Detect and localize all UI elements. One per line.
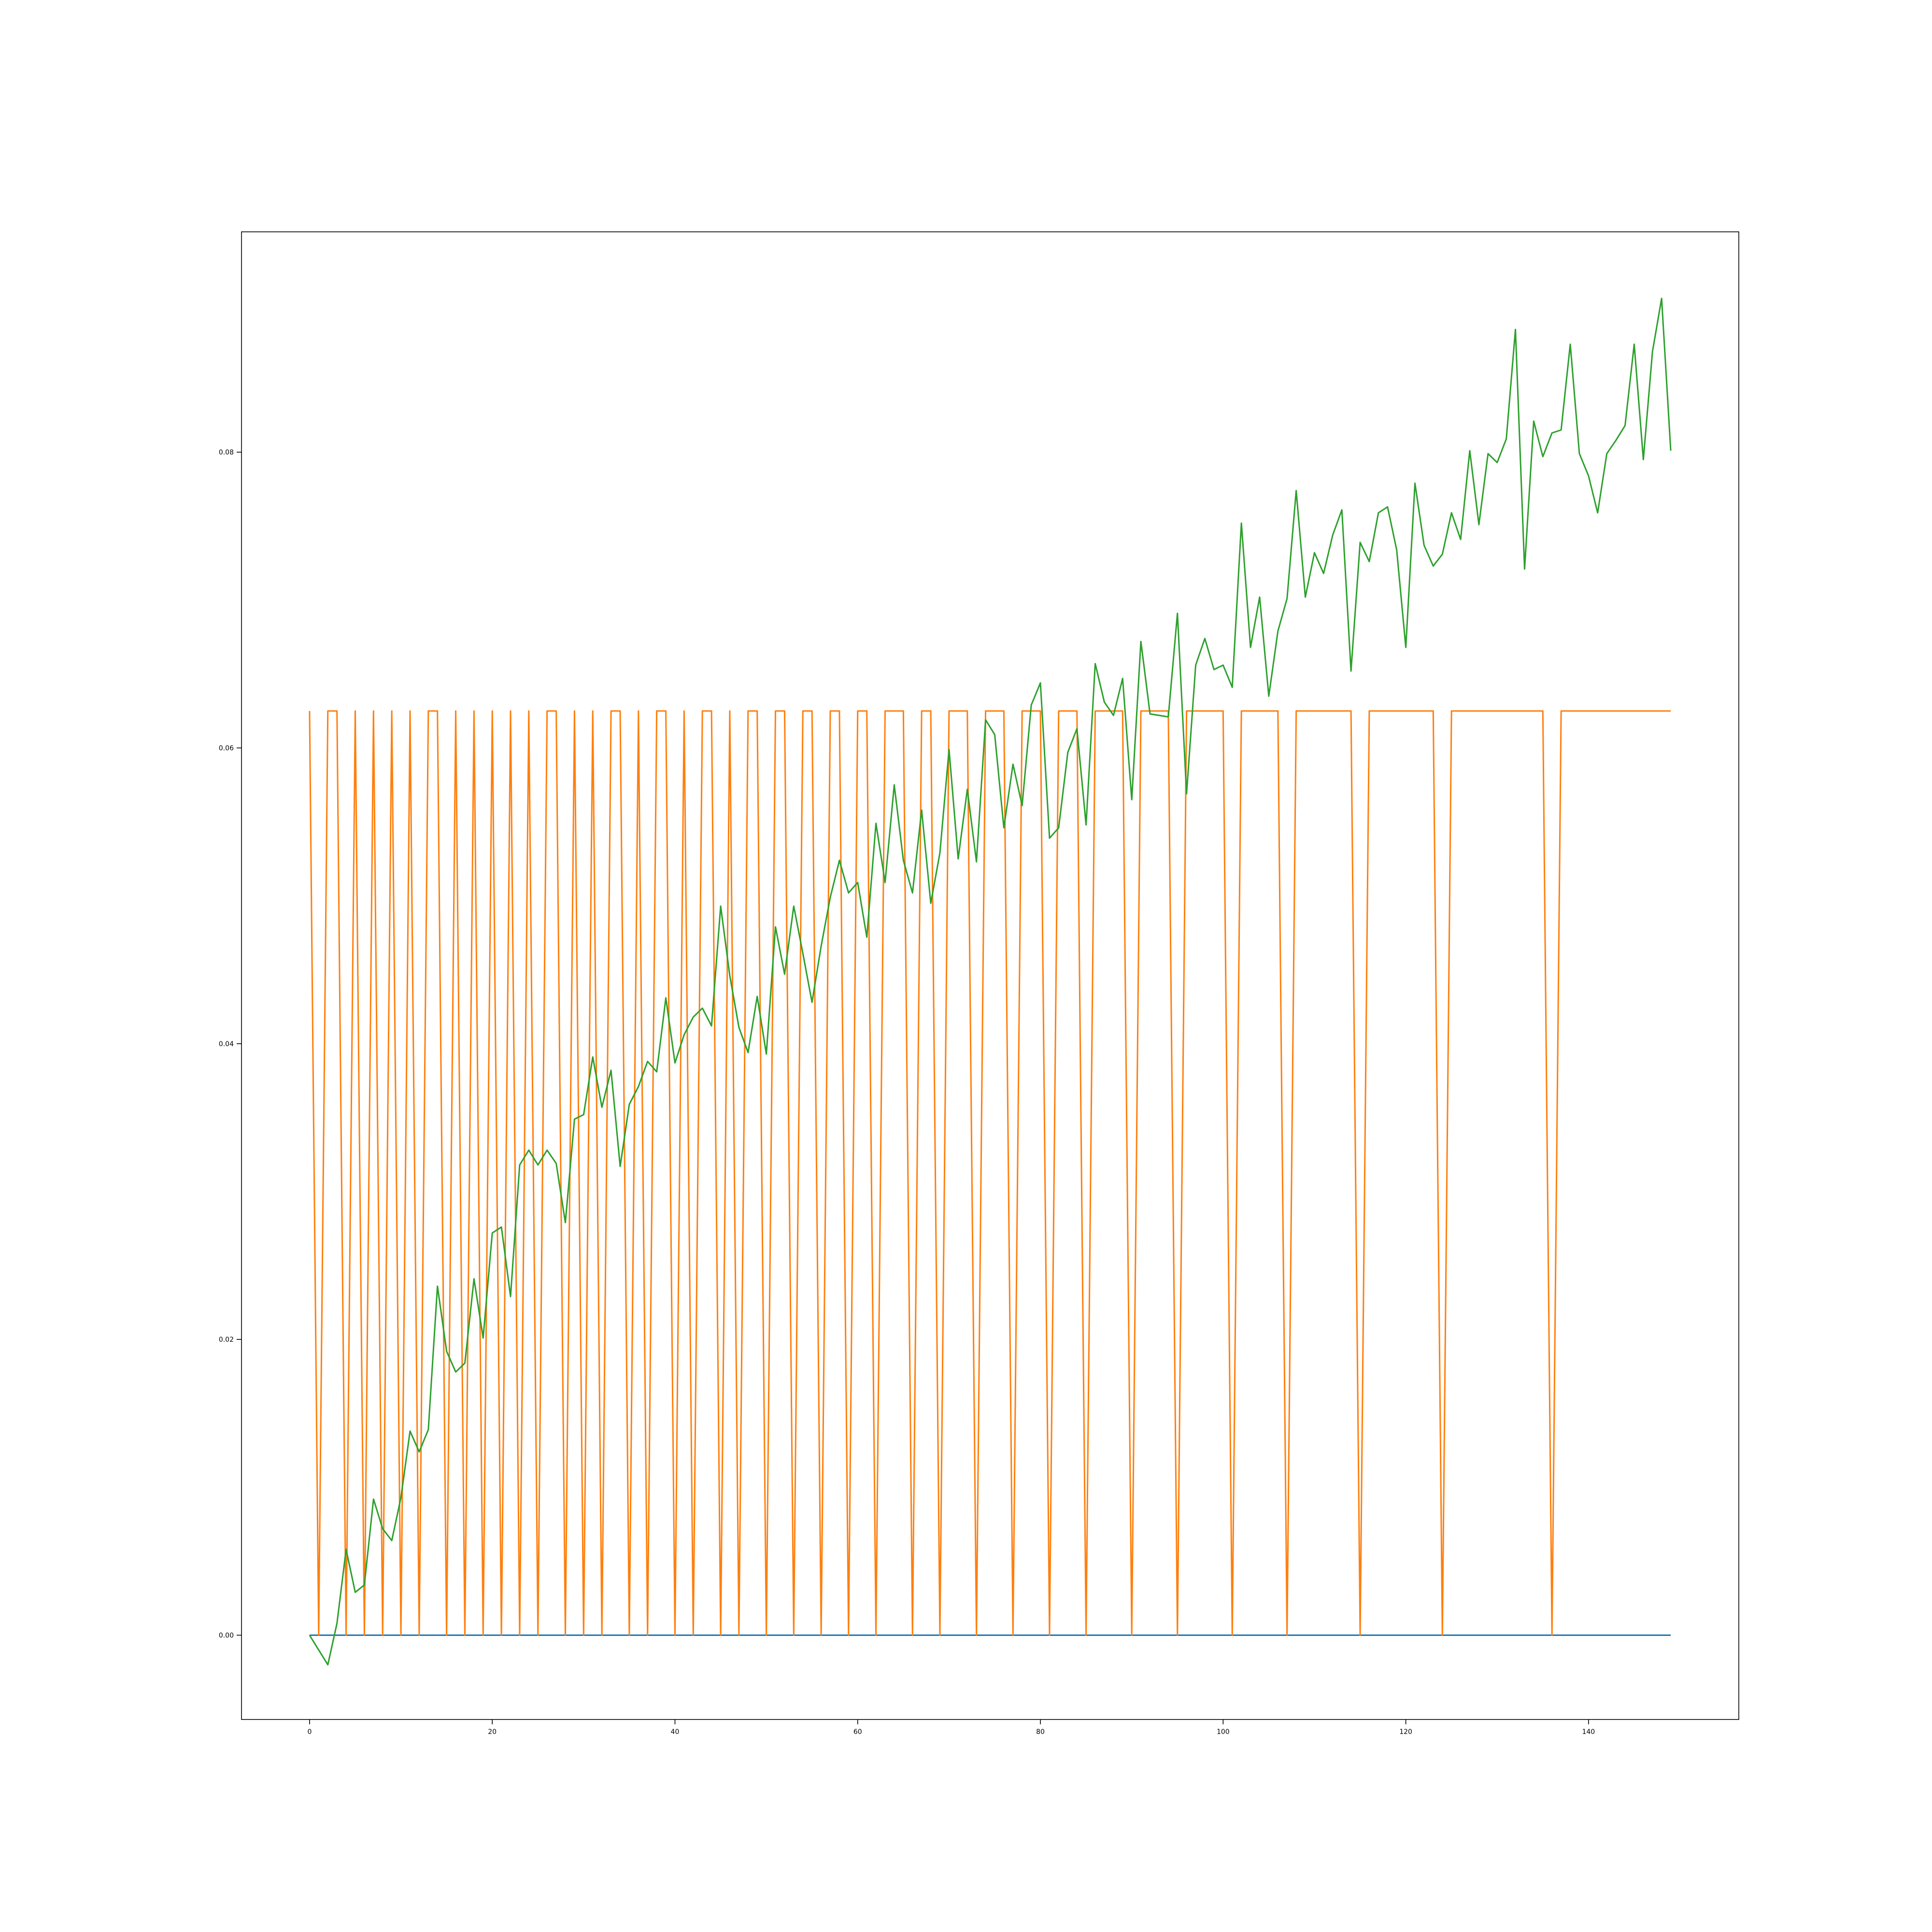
y-tick-label: 0.08 bbox=[219, 449, 234, 456]
y-tick-label: 0.02 bbox=[219, 1336, 234, 1344]
x-tick-label: 60 bbox=[853, 1728, 862, 1736]
x-tick-label: 0 bbox=[307, 1728, 312, 1736]
x-tick-label: 120 bbox=[1399, 1728, 1412, 1736]
x-tick-label: 140 bbox=[1582, 1728, 1595, 1736]
y-axis: 0.00 0.02 0.04 0.06 0.08 bbox=[219, 449, 242, 1639]
series-line-3 bbox=[309, 298, 1672, 1666]
plot-area-frame bbox=[241, 231, 1739, 1720]
x-tick-label: 40 bbox=[671, 1728, 680, 1736]
x-tick-label: 100 bbox=[1217, 1728, 1230, 1736]
y-tick-label: 0.06 bbox=[219, 745, 234, 753]
y-tick-label: 0.04 bbox=[219, 1040, 234, 1048]
x-tick-label: 80 bbox=[1036, 1728, 1045, 1736]
x-axis: 0 20 40 60 80 100 120 140 bbox=[307, 1719, 1595, 1736]
series-line-2 bbox=[309, 710, 1671, 1636]
y-tick-label: 0.00 bbox=[219, 1632, 234, 1639]
x-tick-label: 20 bbox=[488, 1728, 497, 1736]
series-layer bbox=[309, 298, 1672, 1666]
